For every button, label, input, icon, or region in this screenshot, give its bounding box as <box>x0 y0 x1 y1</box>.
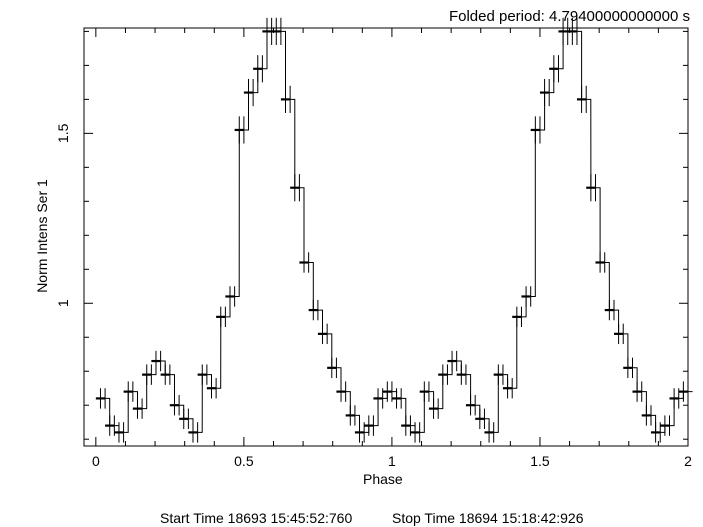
folded-period-label: Folded period: 4.79400000000000 s <box>448 8 690 25</box>
data-bin <box>465 395 476 416</box>
data-bin <box>142 364 152 385</box>
y-tick-label: 1 <box>55 299 71 307</box>
data-bin <box>613 323 624 345</box>
data-bin <box>595 252 606 273</box>
data-bin <box>327 357 337 379</box>
data-bin <box>391 388 402 409</box>
x-axis-label: Phase <box>363 471 403 487</box>
x-tick-label: 1 <box>388 453 396 469</box>
data-bin <box>410 422 421 443</box>
axis-ticks <box>84 28 689 446</box>
data-bin <box>502 378 513 399</box>
data-bin <box>336 381 347 402</box>
data-bin <box>188 422 199 443</box>
data-bin <box>401 415 411 436</box>
x-tick-label: 1.5 <box>530 453 550 469</box>
stop-time-label: Stop Time 18694 15:18:42:926 <box>392 510 584 526</box>
data-bin <box>345 405 356 426</box>
data-bin <box>308 299 319 321</box>
data-bin <box>632 381 643 402</box>
data-bin <box>447 350 458 372</box>
data-bin <box>567 17 578 45</box>
data-bin <box>456 364 467 385</box>
data-bin <box>290 174 300 202</box>
start-time-label: Start Time 18693 15:45:52:760 <box>160 510 353 526</box>
data-bin <box>576 85 587 113</box>
data-bin <box>132 398 143 419</box>
data-bin <box>169 395 180 416</box>
data-bin <box>521 286 532 307</box>
data-bin <box>216 306 226 328</box>
data-bin <box>549 55 559 83</box>
data-bin <box>484 422 495 443</box>
data-bin <box>271 17 282 45</box>
data-bin <box>678 381 689 402</box>
data-bin <box>234 116 245 144</box>
data-bin <box>623 357 633 379</box>
data-bin <box>354 422 365 443</box>
data-bin <box>419 381 430 402</box>
data-bin <box>669 388 680 409</box>
y-axis-label: Norm Intens Ser 1 <box>34 179 50 293</box>
data-bin <box>262 17 273 45</box>
data-bin <box>604 299 615 321</box>
data-bin <box>197 364 208 385</box>
data-bins <box>95 17 689 443</box>
data-bin <box>428 398 439 419</box>
x-tick-label: 0.5 <box>234 453 254 469</box>
data-bin <box>253 55 263 83</box>
data-bin <box>206 378 217 399</box>
data-bin <box>493 364 504 385</box>
data-bin <box>225 286 236 307</box>
plot-frame <box>83 27 689 447</box>
data-bin <box>641 405 652 426</box>
data-bin <box>243 78 254 107</box>
data-bin <box>151 350 162 372</box>
data-bin <box>558 17 569 45</box>
data-bin <box>317 323 328 345</box>
step-line-series <box>100 30 693 433</box>
data-bin <box>105 415 115 436</box>
data-bin <box>95 388 106 409</box>
data-bin <box>280 85 291 113</box>
data-bin <box>299 252 310 273</box>
data-bin <box>660 415 671 436</box>
data-bin <box>438 364 448 385</box>
data-bin <box>650 422 661 443</box>
data-bin <box>475 408 485 430</box>
data-bin <box>114 422 125 443</box>
data-bin <box>373 388 384 409</box>
y-tick-label: 1.5 <box>55 123 71 143</box>
data-bin <box>179 408 189 430</box>
data-bin <box>364 415 374 436</box>
data-bin <box>160 364 171 385</box>
data-bin <box>123 381 134 402</box>
data-bin <box>530 116 541 144</box>
tick-labels: 0 0.5 1 1.5 2 1 1.5 <box>55 123 692 469</box>
x-tick-label: 0 <box>92 453 100 469</box>
x-tick-label: 2 <box>684 453 692 469</box>
data-bin <box>586 174 596 202</box>
data-bin <box>512 306 522 328</box>
data-bin <box>539 78 550 107</box>
